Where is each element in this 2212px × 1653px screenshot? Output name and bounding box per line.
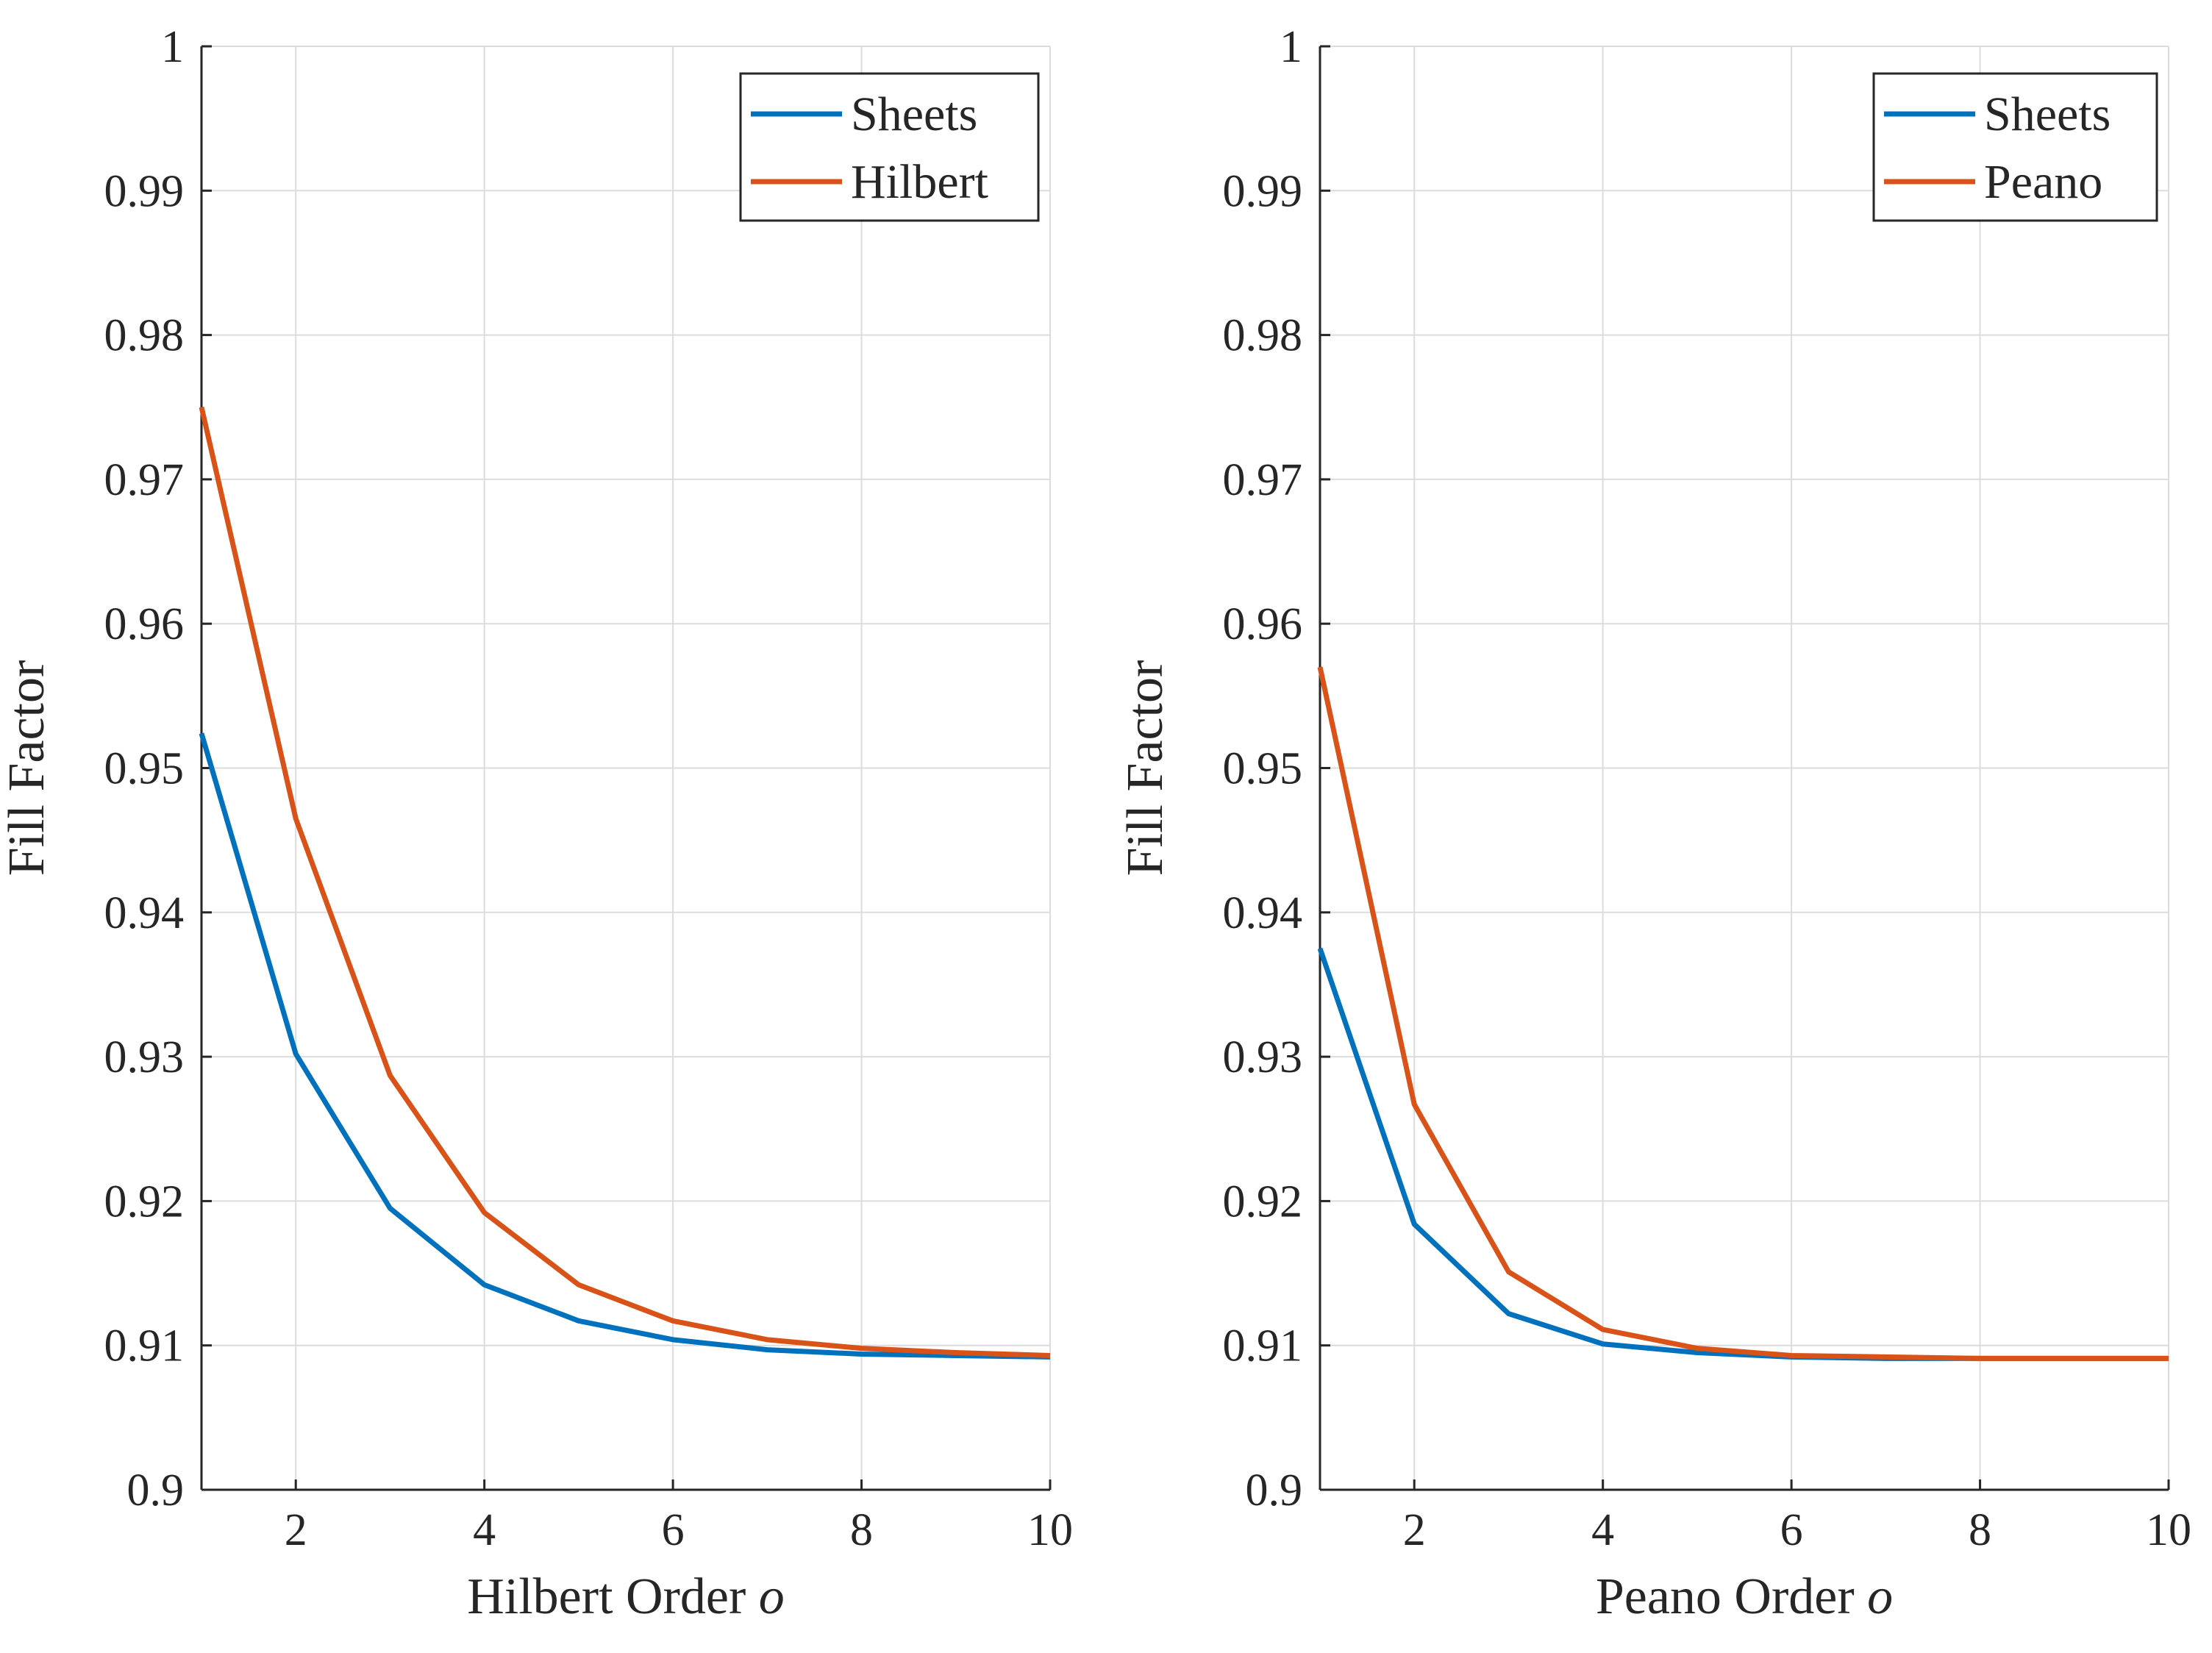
- y-tick-label: 0.98: [1223, 311, 1303, 361]
- y-tick-label: 1: [161, 22, 184, 72]
- x-tick-label: 8: [850, 1505, 873, 1555]
- x-axis-label: Peano Order o: [1596, 1568, 1893, 1625]
- y-tick-label: 0.93: [1223, 1032, 1303, 1082]
- y-tick-label: 0.98: [104, 311, 185, 361]
- legend-box: [1872, 72, 2158, 222]
- chart-panel-1: 0.9 0.91 0.92 0.93 0.94 0.95 0.96 0.97 0.98 0.99 1…: [0, 22, 1073, 1625]
- y-tick-label: 0.92: [1223, 1177, 1303, 1227]
- y-tick-label: 0.9: [127, 1465, 185, 1515]
- x-tick-label: 2: [1403, 1505, 1426, 1555]
- legend: Sheets Hilbert: [739, 72, 1040, 222]
- x-tick-label: 8: [1969, 1505, 1991, 1555]
- y-tick-label: 0.93: [104, 1032, 185, 1082]
- y-tick-label: 0.99: [1223, 166, 1303, 216]
- y-tick-label: 0.92: [104, 1177, 185, 1227]
- legend-label-sheets: Sheets: [851, 88, 977, 141]
- y-tick-label: 1: [1280, 22, 1302, 72]
- chart-panel-2: 0.9 0.91 0.92 0.93 0.94 0.95 0.96 0.97 0.98 0.99 1…: [1117, 22, 2191, 1625]
- y-tick-label: 0.96: [104, 599, 185, 649]
- legend-label-sheets: Sheets: [1984, 88, 2111, 141]
- x-tick-label: 4: [1591, 1505, 1614, 1555]
- x-tick-label: 4: [473, 1505, 496, 1555]
- y-tick-label: 0.91: [104, 1321, 185, 1371]
- y-tick-label: 0.94: [104, 888, 185, 938]
- y-tick-label: 0.91: [1223, 1321, 1303, 1371]
- x-tick-label: 10: [1027, 1505, 1073, 1555]
- series-line-sheets: [199, 732, 1051, 1360]
- series-line-peano: [1317, 666, 2169, 1361]
- y-tick-label: 0.99: [104, 166, 185, 216]
- y-tick-label: 0.97: [104, 455, 185, 505]
- y-tick-label: 0.95: [1223, 744, 1303, 794]
- x-axis-label: Hilbert Order o: [467, 1568, 785, 1625]
- y-tick-label: 0.9: [1246, 1465, 1303, 1515]
- series-line-hilbert: [199, 406, 1051, 1358]
- y-axis-label: Fill Factor: [0, 660, 55, 877]
- legend-label-peano: Peano: [1984, 155, 2102, 209]
- x-tick-label: 2: [285, 1505, 307, 1555]
- y-tick-label: 0.96: [1223, 599, 1303, 649]
- y-tick-label: 0.94: [1223, 888, 1303, 938]
- y-tick-label: 0.97: [1223, 455, 1303, 505]
- x-tick-label: 6: [662, 1505, 685, 1555]
- legend: Sheets Peano: [1872, 72, 2158, 222]
- x-tick-label: 6: [1780, 1505, 1803, 1555]
- y-tick-label: 0.95: [104, 744, 185, 794]
- x-tick-label: 10: [2146, 1505, 2191, 1555]
- legend-label-hilbert: Hilbert: [851, 155, 988, 209]
- y-axis-label: Fill Factor: [1117, 660, 1174, 877]
- legend-box: [739, 72, 1040, 222]
